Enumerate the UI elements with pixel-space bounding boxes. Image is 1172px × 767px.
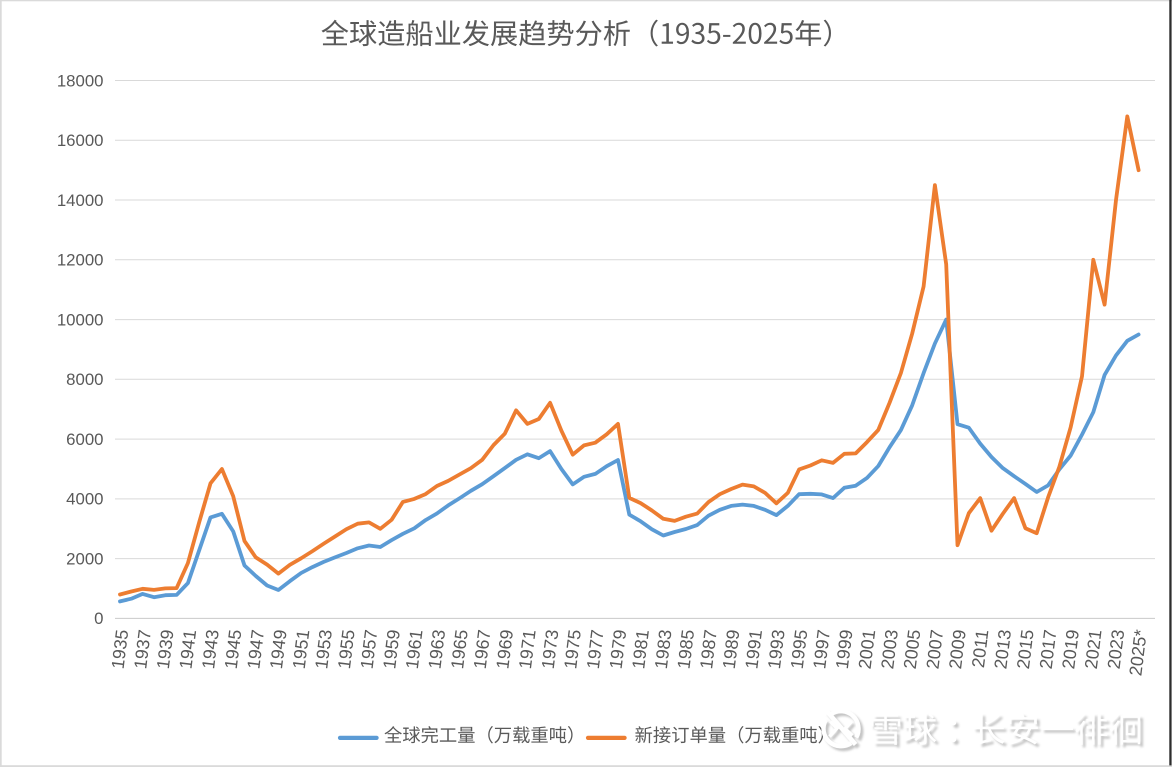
svg-text:2005: 2005 bbox=[900, 628, 925, 670]
svg-text:1947: 1947 bbox=[243, 628, 268, 670]
svg-text:16000: 16000 bbox=[57, 131, 104, 150]
svg-text:1989: 1989 bbox=[719, 628, 744, 670]
svg-text:1955: 1955 bbox=[334, 628, 359, 670]
svg-text:2013: 2013 bbox=[990, 628, 1015, 670]
svg-text:1979: 1979 bbox=[606, 628, 631, 670]
svg-text:1993: 1993 bbox=[764, 628, 789, 670]
svg-text:1949: 1949 bbox=[266, 628, 291, 670]
svg-text:2023: 2023 bbox=[1104, 628, 1129, 670]
svg-text:2009: 2009 bbox=[945, 628, 970, 670]
svg-text:1953: 1953 bbox=[311, 628, 336, 670]
svg-text:1935: 1935 bbox=[108, 628, 133, 670]
svg-text:2017: 2017 bbox=[1036, 628, 1061, 670]
svg-text:1983: 1983 bbox=[651, 628, 676, 670]
svg-text:1973: 1973 bbox=[538, 628, 563, 670]
svg-text:1997: 1997 bbox=[809, 628, 834, 670]
svg-text:1941: 1941 bbox=[175, 628, 200, 670]
svg-text:1951: 1951 bbox=[289, 628, 314, 670]
svg-text:2001: 2001 bbox=[855, 628, 880, 670]
svg-text:8000: 8000 bbox=[66, 370, 103, 389]
svg-text:1967: 1967 bbox=[470, 628, 495, 670]
svg-text:1987: 1987 bbox=[696, 628, 721, 670]
svg-text:18000: 18000 bbox=[57, 71, 104, 90]
svg-text:10000: 10000 bbox=[57, 310, 104, 329]
svg-text:2000: 2000 bbox=[66, 549, 103, 568]
svg-text:12000: 12000 bbox=[57, 251, 104, 270]
svg-text:2007: 2007 bbox=[922, 628, 947, 670]
svg-text:14000: 14000 bbox=[57, 191, 104, 210]
svg-text:1991: 1991 bbox=[741, 628, 766, 670]
svg-text:1945: 1945 bbox=[221, 628, 246, 670]
svg-text:2003: 2003 bbox=[877, 628, 902, 670]
svg-text:1963: 1963 bbox=[424, 628, 449, 670]
svg-text:1957: 1957 bbox=[357, 628, 382, 670]
svg-text:1977: 1977 bbox=[583, 628, 608, 670]
svg-text:1981: 1981 bbox=[628, 628, 653, 670]
svg-text:1985: 1985 bbox=[673, 628, 698, 670]
svg-text:2015: 2015 bbox=[1013, 628, 1038, 670]
svg-text:1961: 1961 bbox=[402, 628, 427, 670]
svg-text:1965: 1965 bbox=[447, 628, 472, 670]
svg-text:1959: 1959 bbox=[379, 628, 404, 670]
svg-text:1969: 1969 bbox=[492, 628, 517, 670]
svg-text:1937: 1937 bbox=[130, 628, 155, 670]
svg-text:1943: 1943 bbox=[198, 628, 223, 670]
svg-text:6000: 6000 bbox=[66, 430, 103, 449]
svg-text:2011: 2011 bbox=[968, 628, 993, 668]
svg-text:2019: 2019 bbox=[1058, 628, 1083, 670]
svg-text:1995: 1995 bbox=[787, 628, 812, 670]
svg-text:2021: 2021 bbox=[1081, 628, 1106, 670]
svg-text:1975: 1975 bbox=[560, 628, 585, 670]
svg-text:1999: 1999 bbox=[832, 628, 857, 670]
svg-text:1939: 1939 bbox=[153, 628, 178, 670]
svg-text:0: 0 bbox=[94, 609, 103, 628]
svg-text:1971: 1971 bbox=[515, 628, 540, 670]
svg-text:4000: 4000 bbox=[66, 490, 103, 509]
